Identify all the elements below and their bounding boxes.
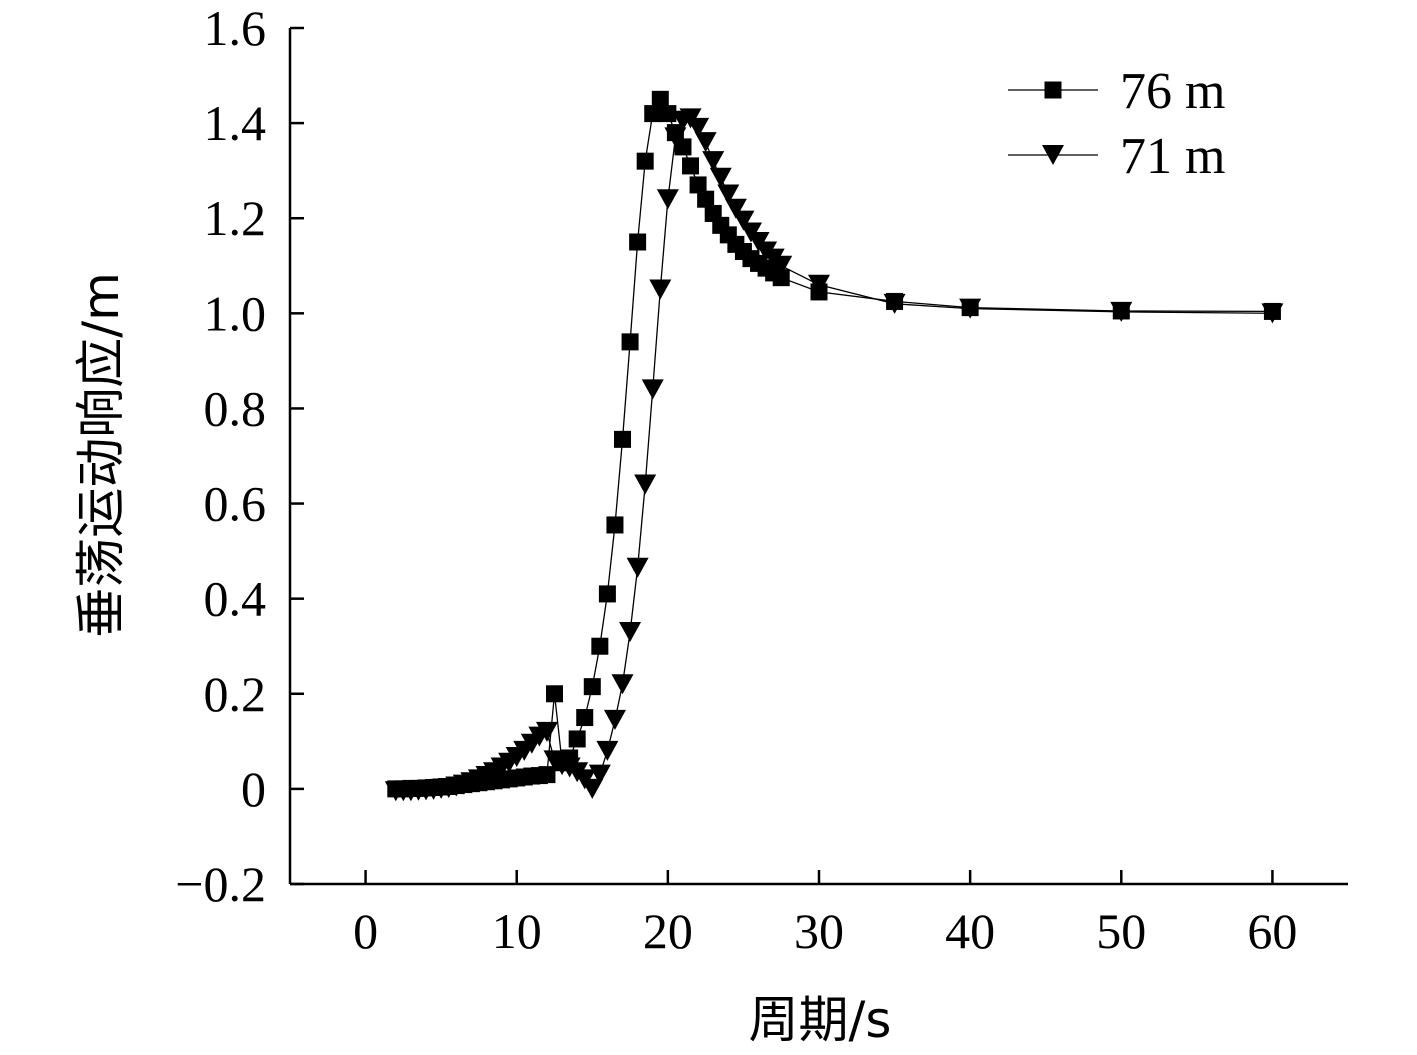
data-point (621, 333, 639, 351)
data-point (606, 516, 624, 534)
series-layer (384, 90, 1284, 802)
y-tick-label: 0.2 (204, 666, 267, 722)
data-point (603, 709, 626, 730)
series-line (395, 117, 1273, 792)
legend-marker (1044, 81, 1062, 99)
y-ticks: −0.2 0 0.2 0.4 0.6 0.8 1.0 1.2 1.4 1.6 (175, 0, 304, 912)
data-point (674, 138, 692, 156)
legend: 76 m 71 m (1008, 63, 1225, 185)
x-tick-label: 60 (1247, 903, 1297, 959)
data-point (687, 117, 710, 138)
data-point (591, 637, 609, 655)
x-tick-label: 10 (492, 903, 542, 959)
data-point (702, 151, 725, 172)
data-point (697, 190, 715, 208)
data-point (634, 474, 657, 495)
data-point (689, 176, 707, 194)
data-point (644, 105, 662, 123)
legend-label: 76 m (1120, 63, 1225, 120)
data-point (732, 210, 755, 231)
data-point (535, 721, 558, 742)
data-point (629, 233, 647, 251)
y-tick-label: 0 (241, 761, 266, 817)
series-line (395, 97, 1273, 790)
data-point (724, 198, 747, 219)
data-point (583, 678, 601, 696)
data-point (656, 189, 679, 210)
data-point (651, 90, 669, 108)
x-tick-label: 30 (794, 903, 844, 959)
y-tick-label: −0.2 (175, 856, 266, 912)
y-tick-label: 0.6 (204, 476, 267, 532)
data-point (1263, 302, 1281, 320)
x-tick-label: 40 (945, 903, 995, 959)
series-76m (387, 90, 1281, 798)
data-point (717, 184, 740, 205)
data-point (561, 749, 579, 767)
x-axis-title: 周期/s (749, 991, 892, 1049)
data-point (666, 124, 684, 142)
data-point (641, 379, 664, 400)
data-point (886, 292, 904, 310)
series-71m (384, 108, 1284, 802)
data-point (596, 740, 619, 761)
data-point (576, 709, 594, 727)
legend-label: 71 m (1120, 128, 1225, 185)
data-point (619, 621, 642, 642)
data-point (961, 299, 979, 317)
y-tick-label: 1.0 (204, 285, 267, 341)
data-point (659, 105, 677, 123)
data-point (810, 283, 828, 301)
data-point (568, 730, 586, 748)
y-tick-label: 1.6 (204, 0, 267, 56)
data-point (626, 557, 649, 578)
y-tick-label: 1.2 (204, 190, 267, 246)
data-point (546, 685, 563, 703)
y-tick-label: 1.4 (204, 95, 267, 151)
data-point (709, 167, 732, 188)
x-ticks: 0 10 20 30 40 50 60 (353, 870, 1297, 959)
data-point (649, 279, 672, 300)
data-point (588, 764, 611, 785)
x-tick-label: 50 (1096, 903, 1146, 959)
y-tick-label: 0.8 (204, 380, 267, 436)
data-point (772, 269, 790, 287)
data-point (694, 132, 717, 153)
data-point (636, 152, 654, 170)
data-point (682, 157, 700, 175)
legend-item: 76 m (1008, 63, 1225, 120)
legend-item: 71 m (1008, 128, 1225, 185)
data-point (538, 766, 556, 784)
legend-marker (1042, 145, 1064, 165)
y-axis-title: 垂荡运动响应/m (72, 272, 130, 638)
data-point (581, 778, 604, 799)
data-point (611, 674, 634, 695)
data-point (598, 585, 616, 603)
x-tick-label: 20 (643, 903, 693, 959)
y-tick-label: 0.4 (204, 571, 267, 627)
data-point (614, 430, 632, 448)
data-point (1112, 302, 1130, 320)
x-tick-label: 0 (353, 903, 378, 959)
